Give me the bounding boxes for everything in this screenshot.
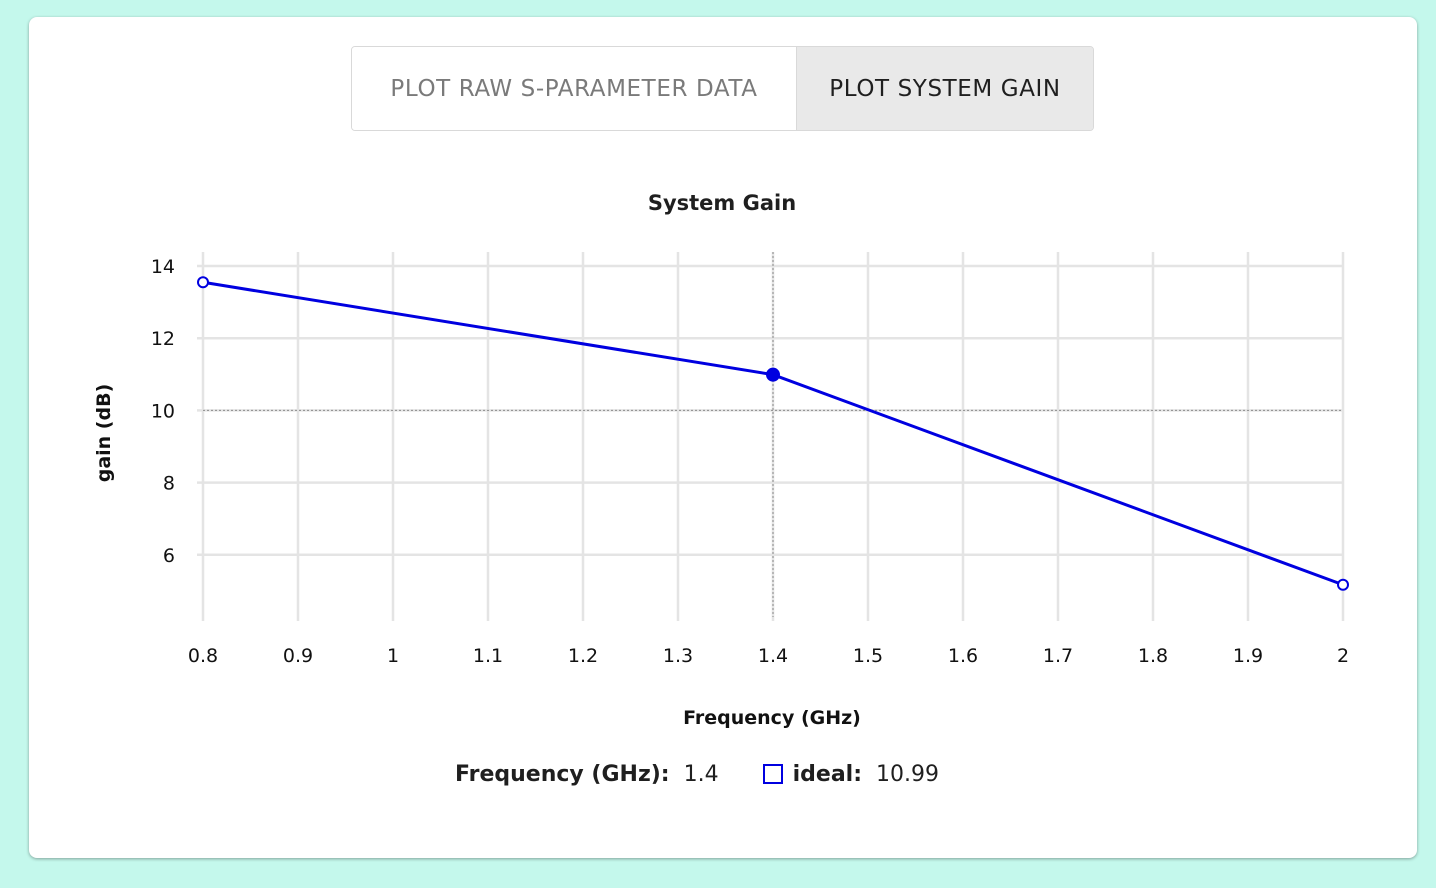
series-layer (197, 276, 1349, 591)
x-tick-label-8: 1.6 (948, 645, 978, 667)
x-axis-label: Frequency (GHz) (683, 707, 861, 729)
x-tick-label-10: 1.8 (1138, 645, 1168, 667)
chart-card: PLOT RAW S-PARAMETER DATA PLOT SYSTEM GA… (29, 17, 1417, 858)
data-point-ideal-2 (1337, 578, 1349, 591)
x-tick-label-1: 0.9 (283, 645, 313, 667)
x-tick-label-11: 1.9 (1233, 645, 1263, 667)
y-tick-label-4: 14 (151, 256, 175, 278)
chart-title: System Gain (648, 191, 796, 215)
readout-frequency-label: Frequency (GHz): (455, 761, 670, 787)
x-tick-label-7: 1.5 (853, 645, 883, 667)
x-tick-label-5: 1.3 (663, 645, 693, 667)
y-tick-label-1: 8 (163, 473, 175, 495)
grid-layer (197, 252, 1345, 621)
x-tick-label-0: 0.8 (188, 645, 218, 667)
plot-system-gain-button[interactable]: PLOT SYSTEM GAIN (797, 47, 1093, 130)
readout-series-label: ideal: (792, 761, 863, 787)
tick-layer: 0.8 0.9 1 1.1 1.2 1.3 1.4 1.5 1.6 1.7 1.8 1.9 2 6 8 10 1… (151, 256, 1349, 667)
x-tick-label-4: 1.2 (568, 645, 598, 667)
readout-frequency-value: 1.4 (683, 761, 719, 787)
readout-series-value: 10.99 (876, 761, 939, 787)
x-tick-label-3: 1.1 (473, 645, 503, 667)
crosshair-layer (203, 252, 1343, 617)
y-tick-label-0: 6 (163, 545, 175, 567)
y-axis-label: gain (dB) (93, 384, 115, 483)
legend-swatch-ideal (762, 764, 783, 784)
highlighted-point-ideal-1 (766, 367, 780, 382)
plot-raw-sparameter-button[interactable]: PLOT RAW S-PARAMETER DATA (352, 47, 797, 130)
hover-readout: Frequency (GHz): 1.4 ideal: 10.99 (455, 756, 939, 792)
y-tick-label-2: 10 (151, 400, 175, 422)
x-tick-label-6: 1.4 (758, 645, 788, 667)
y-tick-label-3: 12 (151, 328, 175, 350)
plot-mode-toggle: PLOT RAW S-PARAMETER DATA PLOT SYSTEM GA… (351, 46, 1094, 131)
data-point-ideal-0 (197, 276, 209, 289)
x-tick-label-9: 1.7 (1043, 645, 1073, 667)
x-tick-label-2: 1 (387, 645, 399, 667)
x-tick-label-12: 2 (1337, 645, 1349, 667)
